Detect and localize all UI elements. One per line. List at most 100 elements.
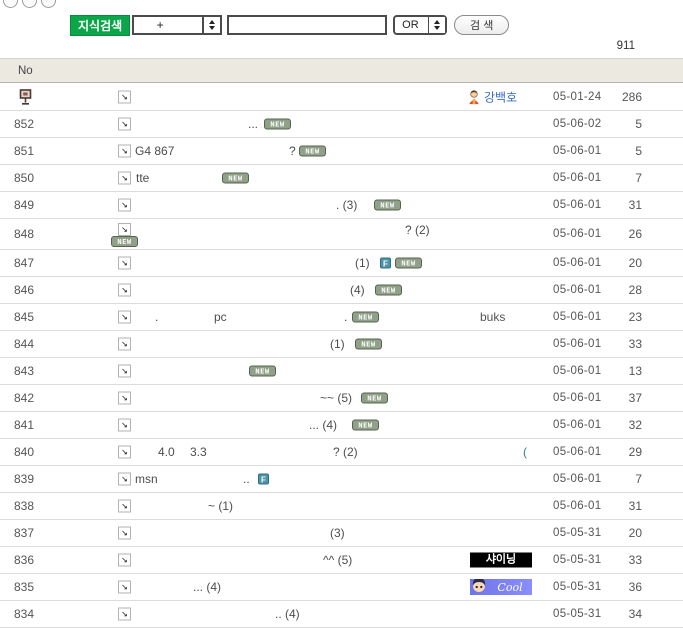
reply-arrow-icon: ↘ [118, 607, 131, 621]
table-row: 846 ↘ (4) NEW 05-06-01 28 [0, 277, 683, 304]
new-badge: NEW [352, 311, 379, 323]
view-count: 26 [628, 227, 642, 241]
table-row: 837 ↘ (3) 05-05-31 20 [0, 520, 683, 547]
row-number: 849 [14, 198, 35, 212]
post-title-fragment[interactable]: ... [248, 117, 259, 131]
row-number: 837 [14, 526, 35, 540]
view-count: 33 [628, 337, 642, 351]
post-title-fragment[interactable]: ? (2) [333, 445, 358, 459]
post-title-fragment[interactable]: . [344, 310, 348, 324]
post-title-fragment[interactable]: msn [135, 472, 158, 486]
view-count: 7 [635, 472, 642, 486]
new-badge: NEW [299, 145, 326, 157]
table-row: 836 ↘ ^^ (5) 샤이닝 05-05-31 33 [0, 547, 683, 574]
post-date: 05-06-01 [553, 257, 602, 269]
search-input[interactable] [227, 15, 388, 35]
reply-arrow-icon: ↘ [118, 526, 131, 540]
view-count: 20 [628, 526, 642, 540]
table-row: 835 ↘ ... (4) Cool 05-05-31 36 [0, 574, 683, 601]
row-number: 835 [14, 580, 35, 594]
post-title-fragment[interactable]: pc [214, 310, 227, 324]
post-date: 05-01-24 [553, 91, 602, 103]
search-field-select-value: + [156, 18, 164, 32]
post-title-fragment[interactable]: 4.0 [158, 445, 175, 459]
post-date: 05-05-31 [553, 554, 602, 566]
reply-arrow-icon: ↘ [118, 283, 131, 297]
reply-arrow-icon: ↘ [118, 223, 131, 236]
reply-arrow-icon: ↘ [118, 337, 131, 351]
post-title-fragment[interactable]: (4) [350, 283, 365, 297]
author-image-badge[interactable]: Cool [470, 579, 532, 595]
reply-arrow-icon: ↘ [118, 445, 131, 459]
search-submit-button[interactable]: 검 색 [454, 15, 510, 35]
post-title-fragment[interactable]: (1) [355, 256, 370, 270]
author-name[interactable]: buks [480, 310, 506, 324]
reply-arrow-icon: ↘ [118, 580, 131, 594]
post-title-fragment[interactable]: (3) [330, 526, 345, 540]
new-badge: NEW [374, 199, 401, 211]
post-title-fragment[interactable]: ^^ (5) [323, 553, 353, 567]
post-date: 05-06-02 [553, 118, 602, 130]
post-title-fragment[interactable]: .. (4) [275, 607, 300, 621]
row-number: 840 [14, 445, 35, 459]
post-title-fragment[interactable]: ~ (1) [208, 499, 234, 513]
arrow-down-icon [209, 26, 216, 30]
post-title-fragment[interactable]: tte [136, 171, 150, 185]
notice-icon [19, 89, 32, 106]
view-count: 13 [628, 364, 642, 378]
search-operator-select[interactable]: OR [393, 15, 448, 35]
author-name: Cool [497, 580, 523, 594]
row-number: 838 [14, 499, 35, 513]
row-number: 847 [14, 256, 35, 270]
table-row: 834 ↘ .. (4) 05-05-31 34 [0, 601, 683, 628]
new-badge: NEW [395, 257, 422, 269]
table-row: 850 ↘ tte NEW 05-06-01 7 [0, 165, 683, 192]
post-title-fragment[interactable]: .. [243, 472, 250, 486]
reply-arrow-icon: ↘ [118, 553, 131, 567]
post-title-fragment[interactable]: ... (4) [193, 580, 222, 594]
post-date: 05-06-01 [553, 446, 602, 458]
cool-face-icon [470, 579, 488, 595]
view-count: 29 [628, 445, 642, 459]
row-number: 843 [14, 364, 35, 378]
post-date: 05-06-01 [553, 284, 602, 296]
window-zoom-button[interactable] [41, 0, 56, 8]
row-number: 850 [14, 171, 35, 185]
arrow-up-icon [434, 20, 441, 24]
new-badge: NEW [222, 172, 249, 184]
table-row: 845 ↘. pc. NEW buks 05-06-01 23 [0, 304, 683, 331]
view-count: 36 [628, 580, 642, 594]
row-number: 845 [14, 310, 35, 324]
post-title-fragment[interactable]: ... (4) [309, 418, 338, 432]
view-count: 7 [635, 171, 642, 185]
search-operator-select-value: OR [402, 19, 419, 31]
post-title-fragment[interactable]: ? [289, 144, 296, 158]
view-count: 31 [628, 198, 642, 212]
post-title-fragment[interactable]: G4 867 [135, 144, 175, 158]
knowledge-search-button[interactable]: 지식검색 [70, 14, 131, 36]
post-title-fragment[interactable]: . [155, 310, 159, 324]
author-member-link[interactable]: 강백호 [468, 89, 517, 106]
window-close-button[interactable] [3, 0, 18, 8]
post-title-fragment[interactable]: ? (2) [405, 223, 430, 237]
view-count: 33 [628, 553, 642, 567]
view-count: 20 [628, 256, 642, 270]
post-date: 05-06-01 [553, 419, 602, 431]
search-field-select[interactable]: + [132, 15, 223, 35]
reply-arrow-icon: ↘ [118, 90, 131, 104]
post-title-fragment[interactable]: . (3) [336, 198, 358, 212]
table-row: 842 ↘ ~~ (5) NEW 05-06-01 37 [0, 385, 683, 412]
table-row: 848 ↘ ? (2) NEW 05-06-01 26 [0, 219, 683, 250]
author-nickname-badge[interactable]: 샤이닝 [470, 552, 532, 568]
post-date: 05-06-01 [553, 473, 602, 485]
author-name[interactable]: 강백호 [484, 90, 518, 105]
post-title-fragment[interactable]: ~~ (5) [320, 391, 353, 405]
reply-arrow-icon: ↘ [118, 310, 131, 324]
post-date: 05-06-01 [553, 145, 602, 157]
new-badge: NEW [361, 392, 388, 404]
row-number: 834 [14, 607, 35, 621]
post-title-fragment[interactable]: (1) [330, 337, 345, 351]
post-title-fragment[interactable]: 3.3 [190, 445, 207, 459]
window-minimize-button[interactable] [22, 0, 37, 8]
table-row: 849 ↘ . (3) NEW 05-06-01 31 [0, 192, 683, 219]
